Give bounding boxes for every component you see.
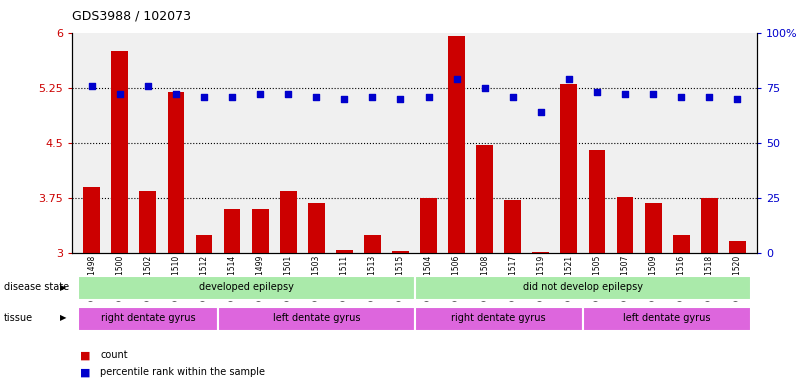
Point — [450, 76, 463, 82]
Bar — [78, 306, 218, 331]
Bar — [533, 252, 549, 253]
Bar — [195, 235, 212, 253]
Point — [86, 83, 99, 89]
Point — [422, 94, 435, 100]
Point — [478, 85, 491, 91]
Bar — [392, 251, 409, 253]
Bar — [673, 235, 690, 253]
Bar — [421, 198, 437, 253]
Text: ▶: ▶ — [60, 313, 66, 323]
Bar — [583, 306, 751, 331]
Point — [562, 76, 575, 82]
Text: did not develop epilepsy: did not develop epilepsy — [523, 283, 643, 293]
Bar — [364, 235, 380, 253]
Bar — [111, 51, 128, 253]
Bar — [308, 204, 324, 253]
Point — [338, 96, 351, 102]
Point — [282, 91, 295, 98]
Bar — [415, 276, 751, 300]
Point — [731, 96, 743, 102]
Text: ■: ■ — [80, 367, 91, 377]
Bar — [78, 276, 415, 300]
Bar — [415, 306, 583, 331]
Bar — [449, 36, 465, 253]
Point — [310, 94, 323, 100]
Text: left dentate gyrus: left dentate gyrus — [272, 313, 360, 323]
Point — [226, 94, 239, 100]
Bar — [252, 209, 268, 253]
Bar — [589, 151, 606, 253]
Bar — [218, 306, 415, 331]
Text: percentile rank within the sample: percentile rank within the sample — [100, 367, 265, 377]
Bar — [167, 91, 184, 253]
Bar — [729, 241, 746, 253]
Text: right dentate gyrus: right dentate gyrus — [452, 313, 546, 323]
Text: left dentate gyrus: left dentate gyrus — [623, 313, 710, 323]
Text: count: count — [100, 350, 127, 360]
Point — [254, 91, 267, 98]
Bar — [83, 187, 100, 253]
Bar — [561, 84, 578, 253]
Bar — [701, 198, 718, 253]
Text: right dentate gyrus: right dentate gyrus — [101, 313, 195, 323]
Point — [506, 94, 519, 100]
Bar — [280, 191, 296, 253]
Text: ■: ■ — [80, 350, 91, 360]
Text: developed epilepsy: developed epilepsy — [199, 283, 293, 293]
Bar — [505, 200, 521, 253]
Bar — [139, 191, 156, 253]
Point — [674, 94, 687, 100]
Point — [394, 96, 407, 102]
Text: GDS3988 / 102073: GDS3988 / 102073 — [72, 10, 191, 23]
Text: ▶: ▶ — [60, 283, 66, 292]
Point — [198, 94, 211, 100]
Point — [534, 109, 547, 115]
Point — [590, 89, 603, 95]
Bar — [617, 197, 634, 253]
Point — [702, 94, 715, 100]
Point — [366, 94, 379, 100]
Point — [114, 91, 127, 98]
Point — [142, 83, 155, 89]
Point — [170, 91, 183, 98]
Point — [618, 91, 631, 98]
Bar — [336, 250, 352, 253]
Text: tissue: tissue — [4, 313, 33, 323]
Text: disease state: disease state — [4, 282, 69, 292]
Bar — [477, 145, 493, 253]
Point — [646, 91, 659, 98]
Bar — [645, 204, 662, 253]
Bar — [223, 209, 240, 253]
